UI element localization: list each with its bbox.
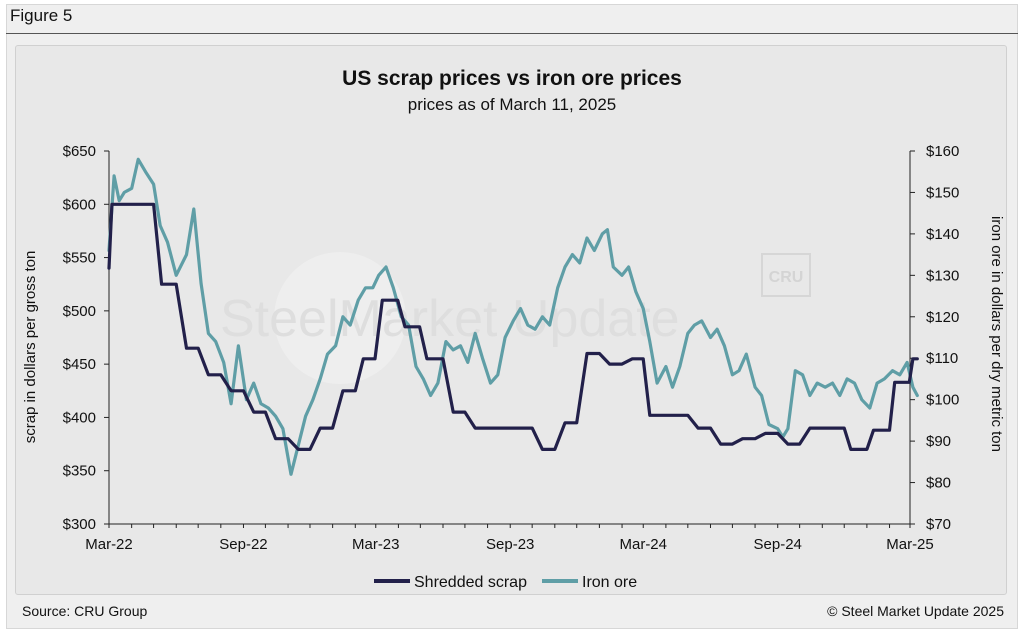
y2-tick-label: $160 xyxy=(926,143,959,160)
y-tick-label: $300 xyxy=(63,516,96,533)
watermark-text: SteelMarket Update xyxy=(220,290,680,348)
watermark-badge-text: CRU xyxy=(769,269,804,286)
legend-label-iron-ore: Iron ore xyxy=(582,574,637,591)
x-tick-label: Sep-22 xyxy=(219,536,267,553)
y-axis-ticks: $650 $600 $550 $500 $450 $400 $350 $300 xyxy=(63,143,109,533)
series-line-shredded-scrap xyxy=(107,202,919,451)
y2-tick-label: $150 xyxy=(926,184,959,201)
source-note: Source: CRU Group xyxy=(22,603,148,619)
figure-divider xyxy=(6,33,1018,34)
y2-tick-label: $100 xyxy=(926,392,959,409)
y2-tick-label: $120 xyxy=(926,309,959,326)
x-tick-label: Sep-24 xyxy=(754,536,802,553)
y2-tick-label: $70 xyxy=(926,516,951,533)
y-tick-label: $450 xyxy=(63,356,96,373)
series-layer xyxy=(107,157,919,476)
y2-axis-label: iron ore in dollars per dry metric ton xyxy=(988,216,1005,452)
x-tick-label: Mar-25 xyxy=(886,536,934,553)
y2-tick-label: $140 xyxy=(926,226,959,243)
x-axis-ticks: Mar-22 Sep-22 Mar-23 Sep-23 Mar-24 Sep-24 Mar-… xyxy=(85,524,934,553)
y2-tick-label: $110 xyxy=(926,350,958,367)
chart-title: US scrap prices vs iron ore prices xyxy=(342,67,682,90)
x-tick-label: Mar-23 xyxy=(352,536,400,553)
series-line-iron-ore xyxy=(107,157,919,476)
y-tick-label: $550 xyxy=(63,250,96,267)
figure-label: Figure 5 xyxy=(10,6,73,25)
legend: Shredded scrap Iron ore xyxy=(374,574,637,591)
axes xyxy=(108,151,911,525)
x-tick-label: Sep-23 xyxy=(486,536,534,553)
x-tick-label: Mar-24 xyxy=(619,536,667,553)
y-tick-label: $500 xyxy=(63,303,96,320)
y2-axis-ticks: $160 $150 $140 $130 $120 $110 $100 $90 $80 $70 xyxy=(910,143,959,533)
x-tick-label: Mar-22 xyxy=(85,536,133,553)
y-tick-label: $350 xyxy=(63,463,96,480)
chart-panel xyxy=(15,45,1007,595)
watermark: SteelMarket Update CRU xyxy=(220,252,811,384)
y2-tick-label: $90 xyxy=(926,433,951,450)
y-tick-label: $400 xyxy=(63,409,96,426)
y-tick-label: $600 xyxy=(63,196,96,213)
y2-tick-label: $130 xyxy=(926,267,959,284)
legend-label-scrap: Shredded scrap xyxy=(414,574,527,591)
y-tick-label: $650 xyxy=(63,143,96,160)
chart-subtitle: prices as of March 11, 2025 xyxy=(408,95,617,114)
copyright-note: © Steel Market Update 2025 xyxy=(827,603,1004,619)
watermark-badge xyxy=(761,253,811,297)
y-axis-label: scrap in dollars per gross ton xyxy=(22,251,39,444)
y2-tick-label: $80 xyxy=(926,475,951,492)
